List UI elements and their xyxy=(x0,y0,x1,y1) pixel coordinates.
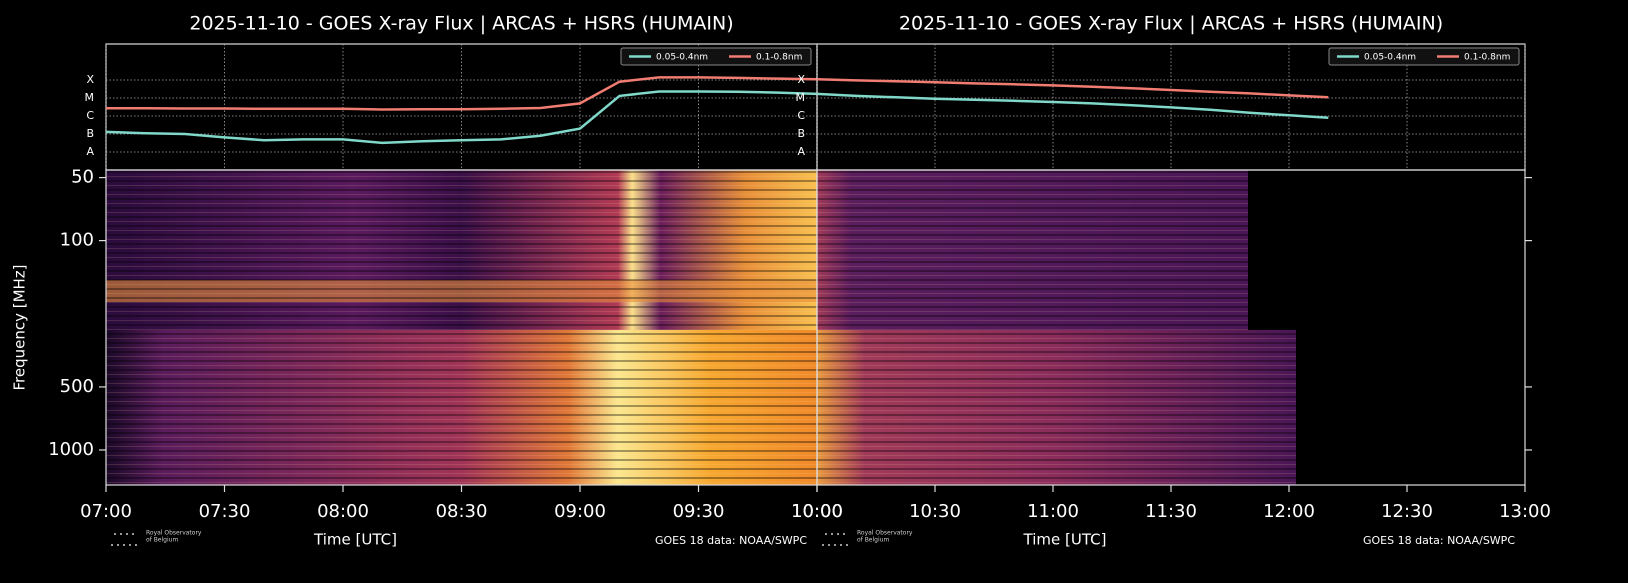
logo-dot xyxy=(123,544,125,546)
logo-dot xyxy=(843,533,845,535)
y-tick-label: 50 xyxy=(71,167,94,188)
logo-dot xyxy=(126,533,128,535)
logo-text: Royal Observatory xyxy=(857,530,913,537)
flux-line xyxy=(816,78,1329,99)
x-tick-label: 10:30 xyxy=(909,501,961,522)
legend: 0.05-0.4nm 0.1-0.8nm xyxy=(1328,47,1520,66)
logo-dot xyxy=(834,544,836,546)
y-tick-label: 500 xyxy=(60,376,94,397)
x-tick-label: 12:30 xyxy=(1381,501,1433,522)
x-tick-label: 13:00 xyxy=(1499,501,1551,522)
y-tick-label: X xyxy=(86,73,94,86)
y-tick-label: M xyxy=(85,91,95,104)
logo-dot xyxy=(831,533,833,535)
y-tick-label: C xyxy=(797,109,805,122)
x-tick-label: 12:00 xyxy=(1263,501,1315,522)
x-tick-label: 07:00 xyxy=(80,501,132,522)
legend-label: 0.1-0.8nm xyxy=(1464,53,1510,63)
logo-dot xyxy=(129,544,131,546)
legend-box xyxy=(1328,47,1520,66)
legend-label: 0.1-0.8nm xyxy=(756,53,802,63)
y-tick-label: M xyxy=(796,91,806,104)
chart-title: 2025-11-10 - GOES X-ray Flux | ARCAS + H… xyxy=(189,13,733,35)
logo-dot xyxy=(825,533,827,535)
chart-title: 2025-11-10 - GOES X-ray Flux | ARCAS + H… xyxy=(899,13,1443,35)
logo-dot xyxy=(822,544,824,546)
logo-dot xyxy=(111,544,113,546)
legend-label: 0.05-0.4nm xyxy=(656,53,708,63)
logo-dot xyxy=(117,544,119,546)
x-axis-label: Time [UTC] xyxy=(1023,531,1107,549)
logo-dot xyxy=(114,533,116,535)
logo-dot xyxy=(828,544,830,546)
x-tick-label: 10:00 xyxy=(791,501,843,522)
legend-box xyxy=(620,47,812,66)
y-tick-label: B xyxy=(86,127,94,140)
y-tick-label: C xyxy=(86,109,94,122)
flux-line xyxy=(106,76,818,111)
y-tick-label: A xyxy=(797,145,805,158)
x-tick-label: 08:30 xyxy=(436,501,488,522)
logo-text: of Belgium xyxy=(146,537,178,544)
logo-dot xyxy=(135,544,137,546)
y-tick-label: 100 xyxy=(60,230,94,251)
y-axis-label: Frequency [MHz] xyxy=(11,264,29,390)
x-tick-label: 11:30 xyxy=(1145,501,1197,522)
flux-line xyxy=(816,92,1329,119)
credit: GOES 18 data: NOAA/SWPC xyxy=(655,534,807,547)
y-tick-label: X xyxy=(797,73,805,86)
logo-text: of Belgium xyxy=(857,537,889,544)
x-tick-label: 07:30 xyxy=(199,501,251,522)
logo-dot xyxy=(132,533,134,535)
y-tick-label: A xyxy=(86,145,94,158)
logo-dot xyxy=(120,533,122,535)
flux-line xyxy=(105,90,818,145)
spectrogram-image xyxy=(106,170,1525,485)
x-tick-label: 08:00 xyxy=(317,501,369,522)
y-tick-label: 1000 xyxy=(48,439,94,460)
legend: 0.05-0.4nm 0.1-0.8nm xyxy=(620,47,812,66)
x-tick-label: 11:00 xyxy=(1027,501,1079,522)
logo-text: Royal Observatory xyxy=(146,530,202,537)
logo-dot xyxy=(840,544,842,546)
x-tick-label: 09:30 xyxy=(673,501,725,522)
logo-dot xyxy=(837,533,839,535)
x-axis-label: Time [UTC] xyxy=(313,531,397,549)
x-tick-label: 10:00 xyxy=(791,501,843,522)
x-tick-label: 09:00 xyxy=(554,501,606,522)
credit: GOES 18 data: NOAA/SWPC xyxy=(1363,534,1515,547)
legend-label: 0.05-0.4nm xyxy=(1364,53,1416,63)
logo-dot xyxy=(846,544,848,546)
y-tick-label: B xyxy=(797,127,805,140)
